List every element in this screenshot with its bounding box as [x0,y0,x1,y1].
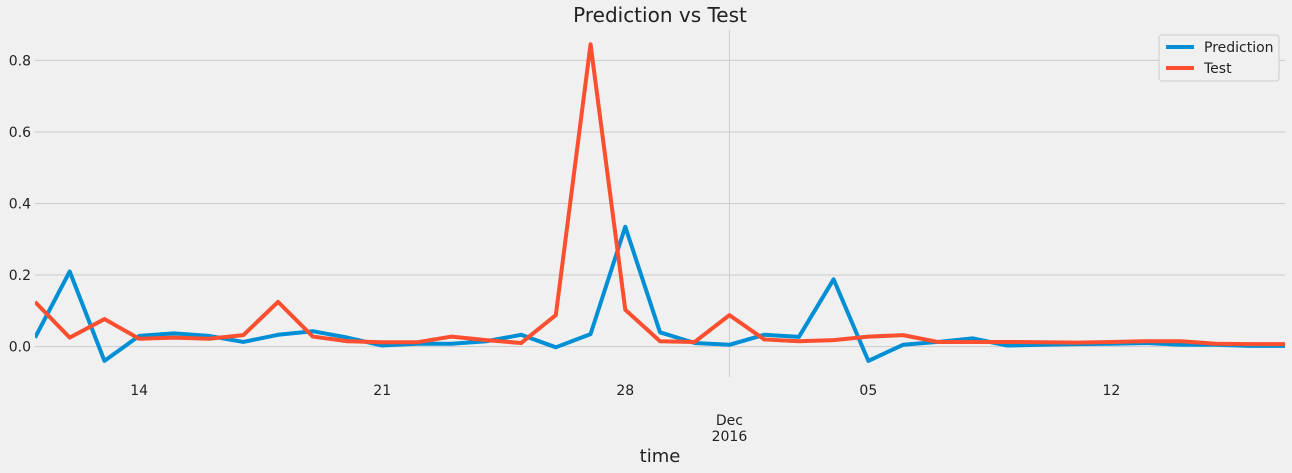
y-tick-label: 0.8 [9,53,31,69]
y-axis-ticks: 0.0 0.2 0.4 0.6 0.8 [9,53,31,355]
x-tick-label: 12 [1102,383,1120,399]
x-major-tick-month: Dec [716,413,743,429]
x-tick-label: 05 [859,383,877,399]
y-tick-label: 0.0 [9,340,31,356]
y-tick-label: 0.6 [9,125,31,141]
x-tick-label: 21 [373,383,391,399]
y-tick-label: 0.4 [9,197,31,213]
series-lines [35,42,1285,363]
grid-lines [35,30,1285,377]
x-major-tick-year: 2016 [712,429,748,445]
y-tick-label: 0.2 [9,268,31,284]
legend: Prediction Test [1158,34,1280,82]
legend-label-prediction: Prediction [1204,40,1274,56]
series-line-test [35,42,1285,347]
chart-title: Prediction vs Test [573,3,747,27]
x-tick-label: 14 [130,383,148,399]
legend-label-test: Test [1203,61,1232,77]
x-tick-label: 28 [616,383,634,399]
x-axis-label: time [640,446,681,467]
